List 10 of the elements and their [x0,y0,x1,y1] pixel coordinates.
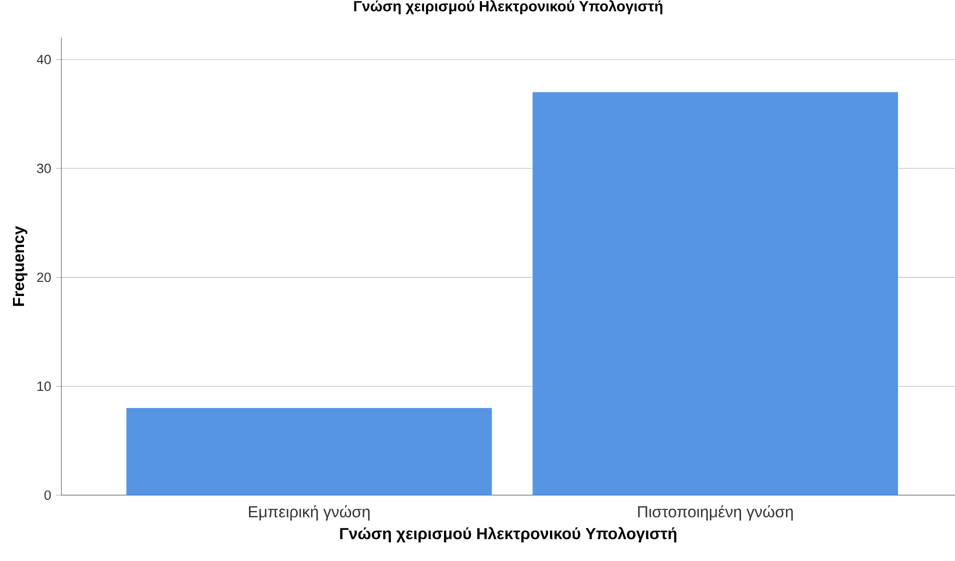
y-tick-label: 0 [44,490,51,500]
chart-title: Γνώση χειρισμού Ηλεκτρονικού Υπολογιστή [354,0,662,14]
y-tick-label: 30 [36,164,51,174]
y-tick-label: 40 [36,54,51,64]
y-tick-label: 20 [37,272,51,282]
y-axis-title: Frequency [12,226,28,306]
y-tick-label: 10 [38,381,51,391]
x-axis-title: Γνώση χειρισμού Ηλεκτρονικού Υπολογιστή [340,526,676,542]
x-tick-label: Πιστοποιημένη γνώση [638,505,793,520]
x-tick-label: Εμπειρική γνώση [248,505,370,521]
